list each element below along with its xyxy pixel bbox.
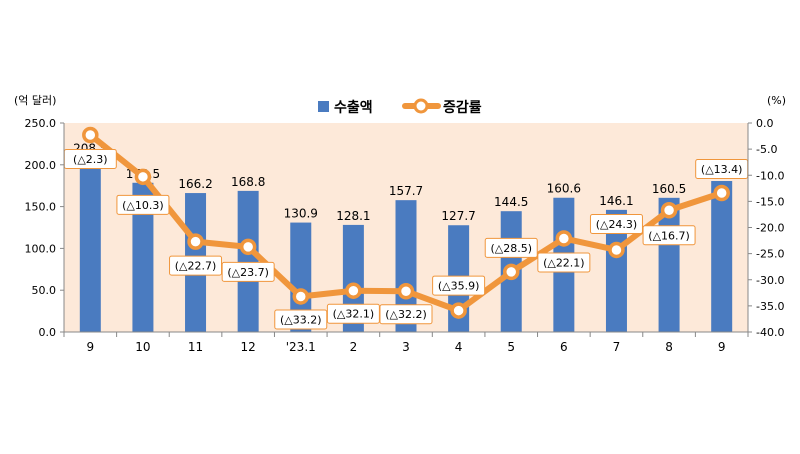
line-point [502,263,520,281]
bar-value-label: 157.7 [389,184,423,198]
right-tick-label: -5.0 [756,143,777,156]
x-tick-label: 3 [402,340,410,354]
bar-value-label: 168.8 [231,175,265,189]
left-axis-ticks: 0.0 50.0 100.0 150.0 200.0 250.0 [25,117,64,339]
line-point [608,241,625,259]
line-value-label: (△28.5) [490,242,532,255]
x-tick-label: 4 [455,340,463,354]
bar-value-label: 166.2 [178,177,212,191]
left-tick-label: 250.0 [25,117,57,130]
right-tick-label: -30.0 [756,274,784,287]
right-tick-label: -35.0 [756,300,784,313]
x-axis-ticks: 9 10 11 12 '23.1 2 3 4 5 6 7 8 9 [63,332,749,354]
line-label-box [116,194,170,215]
bar [132,182,154,332]
right-tick-label: 0.0 [756,117,774,130]
right-tick-label: -10.0 [756,169,784,182]
line-value-label: (△32.1) [333,308,375,321]
line-value-label: (△10.3) [122,199,164,212]
right-tick-label: -20.0 [756,222,784,235]
line-label-box [537,252,591,273]
bar-value-label: 160.6 [547,182,581,196]
left-axis-unit: (억 달러) [14,94,56,107]
x-tick-label: 9 [718,340,726,354]
left-tick-label: 200.0 [25,159,57,172]
line-value-labels: (△2.3) (△10.3) (△22.7) (△23.7) (△33.2) (△32.1… [63,149,749,330]
line-label-box [274,309,328,330]
line-value-label: (△16.7) [648,229,690,242]
x-tick-label: 8 [665,340,673,354]
line-value-label: (△24.3) [596,218,638,231]
right-axis-ticks: 0.0 -5.0 -10.0 -15.0 -20.0 -25.0 -30.0 -35.0 -40… [748,117,784,339]
line-point [397,282,415,300]
line-label-box [169,255,223,276]
x-tick-label: 7 [613,340,621,354]
line-point [187,233,204,250]
line-point [713,184,730,202]
line-series [82,126,730,319]
bar [79,157,101,332]
legend: 수출액 증감률 [318,98,482,116]
line-point [555,230,573,247]
x-tick-label: 12 [241,340,256,354]
line-label-box [379,304,433,325]
line-label-box [432,275,486,296]
line-value-label: (△13.4) [701,163,743,176]
line-value-label: (△35.9) [438,280,480,293]
left-tick-label: 50.0 [32,284,57,297]
bar [711,181,733,332]
line-value-label: (△22.1) [543,256,585,269]
legend-bar-swatch [318,101,329,112]
left-tick-label: 150.0 [25,201,57,214]
right-tick-label: -40.0 [756,326,784,339]
line-value-label: (△23.7) [227,266,269,279]
line-value-label: (△32.2) [385,308,427,321]
legend-line-label: 증감률 [443,99,482,116]
right-tick-label: -25.0 [756,248,784,261]
bar [290,222,312,332]
line-label-box [589,213,643,234]
bar-value-label: 146.1 [599,194,633,208]
line-label-box [642,225,696,246]
line-value-label: (△33.2) [280,313,322,326]
x-tick-label: 10 [135,340,150,354]
line-point [239,238,257,256]
bar [237,190,259,332]
bar [395,200,417,332]
x-tick-label: 9 [86,340,94,354]
left-tick-label: 0.0 [39,326,57,339]
legend-line-marker [413,98,429,114]
x-tick-label: 5 [507,340,515,354]
bar [605,209,627,332]
legend-bar-label: 수출액 [334,99,373,116]
line-point [292,288,310,305]
line-value-label: (△2.3) [73,153,108,166]
line-label-box [326,303,380,324]
line-point [660,202,678,219]
line-point [450,302,467,319]
x-tick-label: 2 [350,340,358,354]
bar-value-label: 160.5 [652,182,686,196]
bar-value-label: 130.9 [284,207,318,221]
bar-value-label: 144.5 [494,195,528,209]
bar-value-label: 128.1 [336,209,370,223]
line-point [134,168,152,186]
x-tick-label: 6 [560,340,568,354]
line-point [345,282,362,299]
x-tick-label: 11 [188,340,203,354]
line-label-box [484,237,538,258]
right-axis-unit: (%) [767,94,786,107]
left-tick-label: 100.0 [25,242,57,255]
right-tick-label: -15.0 [756,195,784,208]
bar-value-label: 127.7 [441,209,475,223]
line-value-label: (△22.7) [175,260,217,273]
x-tick-label: '23.1 [286,340,316,354]
line-point [82,126,99,144]
line-label-box [221,261,275,282]
